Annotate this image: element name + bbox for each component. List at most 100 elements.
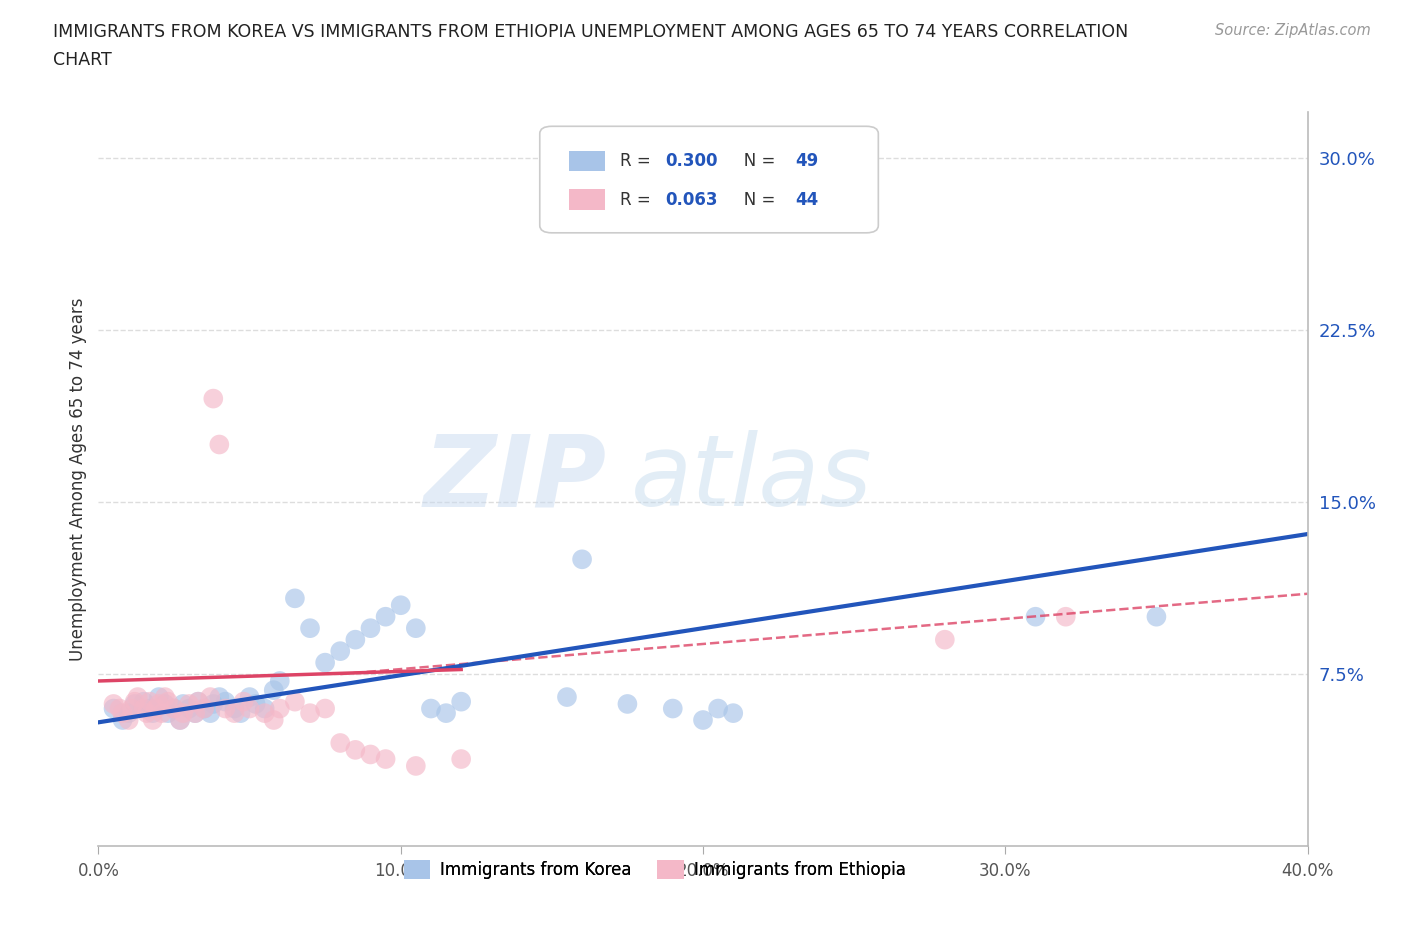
Point [202, 697, 225, 711]
Point [111, 712, 134, 727]
Point [616, 697, 638, 711]
Point [127, 690, 149, 705]
Point [179, 701, 201, 716]
Point [200, 690, 222, 705]
Point [1054, 609, 1077, 624]
Text: R =: R = [620, 191, 655, 208]
Y-axis label: Unemployment Among Ages 65 to 74 years: Unemployment Among Ages 65 to 74 years [69, 298, 87, 660]
Point [179, 697, 201, 711]
Point [132, 701, 155, 716]
Text: N =: N = [728, 153, 780, 170]
Point [389, 598, 412, 613]
Point [124, 697, 146, 711]
Point [172, 697, 194, 711]
Point [434, 706, 457, 721]
Point [124, 694, 146, 709]
Point [232, 694, 254, 709]
Point [156, 706, 179, 721]
Point [374, 609, 396, 624]
Point [344, 632, 367, 647]
Text: IMMIGRANTS FROM KOREA VS IMMIGRANTS FROM ETHIOPIA UNEMPLOYMENT AMONG AGES 65 TO : IMMIGRANTS FROM KOREA VS IMMIGRANTS FROM… [53, 23, 1129, 41]
Point [103, 697, 125, 711]
Point [193, 701, 215, 716]
Point [934, 632, 956, 647]
Point [239, 690, 262, 705]
Point [314, 656, 336, 671]
Point [121, 701, 143, 716]
Point [153, 690, 176, 705]
Point [360, 620, 382, 635]
Point [118, 712, 141, 727]
Point [450, 694, 472, 709]
Point [314, 701, 336, 716]
Point [263, 712, 285, 727]
Point [184, 706, 207, 721]
Legend: Immigrants from Korea, Immigrants from Ethiopia: Immigrants from Korea, Immigrants from E… [396, 854, 912, 885]
FancyBboxPatch shape [569, 151, 605, 171]
FancyBboxPatch shape [540, 126, 879, 232]
Text: 49: 49 [794, 153, 818, 170]
Point [187, 694, 209, 709]
Point [692, 712, 714, 727]
Point [555, 690, 578, 705]
Point [707, 701, 730, 716]
Point [132, 694, 155, 709]
Point [299, 706, 322, 721]
Text: 44: 44 [794, 191, 818, 208]
Point [163, 701, 186, 716]
Point [420, 701, 443, 716]
Point [202, 392, 225, 406]
Point [148, 690, 170, 705]
Point [360, 747, 382, 762]
Point [253, 706, 276, 721]
FancyBboxPatch shape [569, 190, 605, 210]
Point [1144, 609, 1167, 624]
Point [103, 701, 125, 716]
Point [284, 694, 307, 709]
Text: 0.300: 0.300 [665, 153, 718, 170]
Point [723, 706, 745, 721]
Point [139, 694, 162, 709]
Point [184, 706, 207, 721]
Point [214, 694, 236, 709]
Point [163, 701, 186, 716]
Point [169, 712, 191, 727]
Point [374, 751, 396, 766]
Point [229, 706, 252, 721]
Point [118, 706, 141, 721]
Text: Source: ZipAtlas.com: Source: ZipAtlas.com [1215, 23, 1371, 38]
Point [142, 706, 165, 721]
Point [193, 701, 215, 716]
Point [172, 706, 194, 721]
Point [208, 437, 231, 452]
Text: atlas: atlas [630, 431, 872, 527]
Point [405, 759, 427, 774]
Point [214, 701, 236, 716]
Point [329, 644, 352, 658]
Point [148, 697, 170, 711]
Point [269, 673, 291, 688]
Point [661, 701, 683, 716]
Point [239, 701, 262, 716]
Point [135, 706, 157, 721]
Point [329, 736, 352, 751]
Point [224, 706, 246, 721]
Point [253, 701, 276, 716]
Point [111, 706, 134, 721]
Point [224, 701, 246, 716]
Point [245, 697, 267, 711]
Point [139, 701, 162, 716]
Text: N =: N = [728, 191, 780, 208]
Point [450, 751, 472, 766]
Point [405, 620, 427, 635]
Point [145, 701, 167, 716]
Text: ZIP: ZIP [423, 431, 606, 527]
Point [156, 694, 179, 709]
Point [299, 620, 322, 635]
Point [284, 591, 307, 605]
Text: 0.063: 0.063 [665, 191, 718, 208]
Point [153, 697, 176, 711]
Point [142, 712, 165, 727]
Point [169, 712, 191, 727]
Point [208, 690, 231, 705]
